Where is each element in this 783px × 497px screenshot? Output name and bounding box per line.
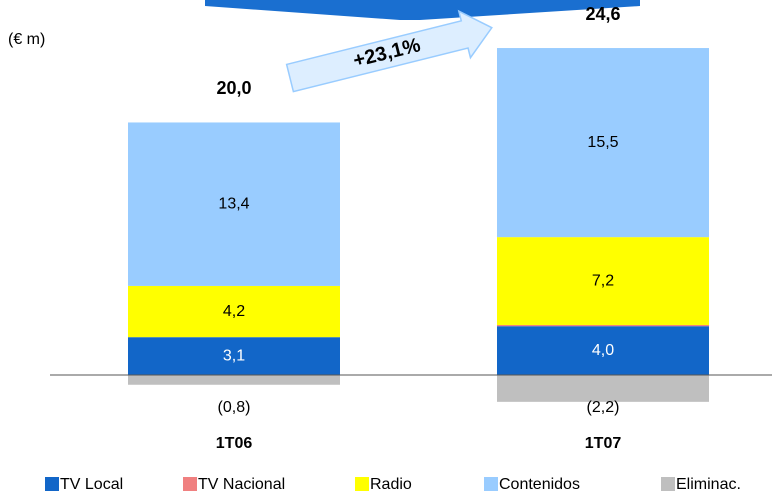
value-label: 4,2	[223, 303, 245, 320]
total-label: 20,0	[216, 78, 251, 98]
bar-segment	[128, 122, 340, 286]
legend-label: Eliminac.	[676, 476, 741, 493]
bar-segment	[128, 375, 340, 385]
bar-segment	[497, 48, 709, 238]
legend-swatch	[661, 477, 675, 491]
legend-swatch	[183, 477, 197, 491]
value-label: (2,2)	[587, 399, 620, 416]
value-label: (0,8)	[218, 399, 251, 416]
legend-label: TV Local	[60, 476, 123, 493]
category-label: 1T07	[585, 435, 622, 452]
legend-label: Radio	[370, 476, 412, 493]
bar-segment	[497, 237, 709, 325]
legend-label: TV Nacional	[198, 476, 285, 493]
value-label: 4,0	[592, 342, 614, 359]
bar-segment	[128, 337, 340, 375]
arrow-shape	[285, 9, 493, 93]
value-label: 13,4	[218, 195, 249, 212]
unit-label: (€ m)	[8, 31, 45, 48]
total-label: 24,6	[585, 4, 620, 24]
top-arrow	[205, 0, 640, 20]
legend-swatch	[45, 477, 59, 491]
legend-label: Contenidos	[499, 476, 580, 493]
bar-segment	[497, 324, 709, 327]
bar-segment	[497, 326, 709, 375]
value-label: 15,5	[587, 134, 618, 151]
value-label: 7,2	[592, 272, 614, 289]
legend-swatch	[484, 477, 498, 491]
value-label: 3,1	[223, 347, 245, 364]
legend-swatch	[355, 477, 369, 491]
bar-segment	[128, 285, 340, 338]
bar-segment	[497, 375, 709, 402]
category-label: 1T06	[216, 435, 253, 452]
